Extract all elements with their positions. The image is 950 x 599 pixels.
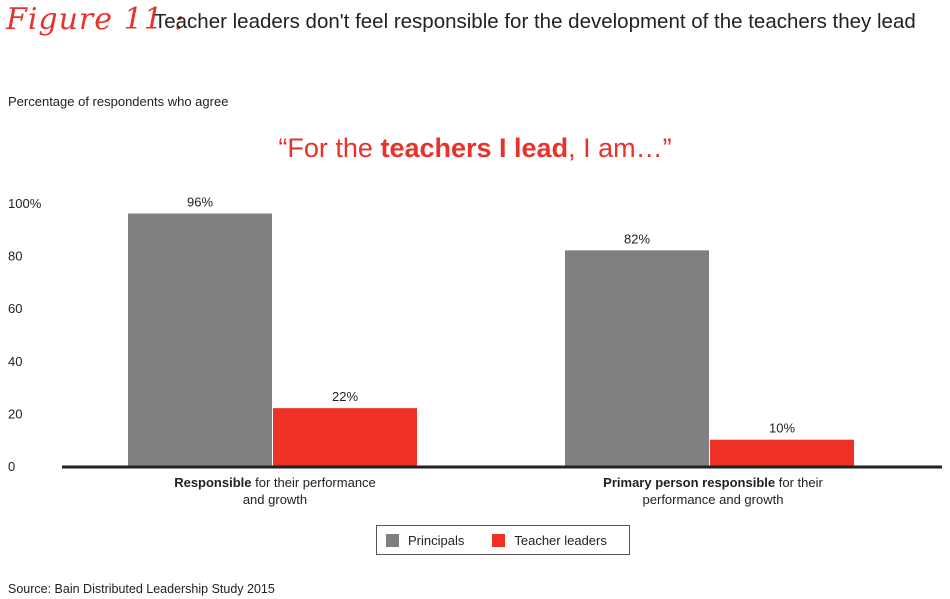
category-label-rest: for their performance: [251, 475, 376, 490]
quote-bold: teachers I lead: [380, 133, 569, 163]
quote-pre: “For the: [278, 133, 381, 163]
figure-label: Figure 11 :: [6, 2, 186, 37]
chart-subtitle: Percentage of respondents who agree: [8, 94, 229, 109]
legend-item-teacher-leaders: Teacher leaders: [492, 533, 607, 548]
legend-label-teacher-leaders: Teacher leaders: [514, 532, 607, 548]
chart-legend: Principals Teacher leaders: [376, 525, 630, 555]
quote-post: , I am…”: [568, 133, 672, 163]
y-tick-label: 100%: [8, 196, 42, 211]
category-label-line2: performance and growth: [642, 492, 784, 507]
bar-teacher-leaders-1: [710, 439, 854, 466]
chart-quote: “For the teachers I lead, I am…”: [0, 133, 950, 164]
category-label-responsible: Responsible for their performance and gr…: [150, 474, 400, 508]
category-label-rest: for their: [775, 475, 823, 490]
bar-chart: 0 20 40 60 80 100% 96% 82% 22% 10%: [8, 195, 942, 474]
y-tick-label: 40: [8, 354, 22, 369]
y-tick-label: 60: [8, 301, 22, 316]
y-tick-label: 80: [8, 249, 22, 264]
category-label-bold: Primary person responsible: [603, 475, 776, 490]
category-label-line2: and growth: [242, 492, 308, 507]
data-label: 82%: [624, 231, 650, 246]
legend-swatch-principals: [386, 533, 399, 547]
source-note: Source: Bain Distributed Leadership Stud…: [8, 582, 275, 596]
figure-title: Teacher leaders don't feel responsible f…: [154, 10, 916, 33]
category-label-primary-responsible: Primary person responsible for their per…: [588, 474, 838, 508]
legend-item-principals: Principals: [386, 533, 464, 548]
legend-label-principals: Principals: [408, 532, 465, 548]
bar-principals-1: [565, 250, 709, 466]
data-label: 96%: [187, 195, 213, 210]
y-tick-label: 0: [8, 459, 15, 474]
bar-principals-0: [128, 213, 272, 466]
data-label: 22%: [332, 389, 358, 404]
legend-swatch-teacher-leaders: [492, 533, 506, 547]
category-label-bold: Responsible: [174, 475, 252, 490]
y-tick-label: 20: [8, 406, 22, 421]
bar-teacher-leaders-0: [273, 408, 417, 466]
data-label: 10%: [769, 421, 795, 436]
